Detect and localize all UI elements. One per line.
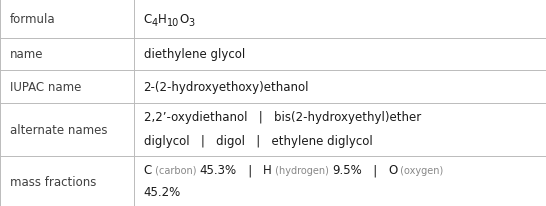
Text: O: O bbox=[388, 163, 397, 176]
Text: O: O bbox=[179, 13, 188, 26]
Text: C: C bbox=[144, 163, 152, 176]
Text: IUPAC name: IUPAC name bbox=[10, 80, 81, 93]
Text: C: C bbox=[144, 13, 152, 26]
Text: 45.2%: 45.2% bbox=[144, 185, 181, 198]
Text: name: name bbox=[10, 48, 43, 61]
Text: 2,2’-oxydiethanol   |   bis(2-hydroxyethyl)ether: 2,2’-oxydiethanol | bis(2-hydroxyethyl)e… bbox=[144, 111, 421, 124]
Text: diethylene glycol: diethylene glycol bbox=[144, 48, 245, 61]
Text: (carbon): (carbon) bbox=[152, 165, 199, 175]
Text: alternate names: alternate names bbox=[10, 123, 108, 136]
Text: 10: 10 bbox=[167, 18, 179, 28]
Text: formula: formula bbox=[10, 13, 56, 26]
Text: (hydrogen): (hydrogen) bbox=[272, 165, 332, 175]
Text: H: H bbox=[158, 13, 167, 26]
Text: 4: 4 bbox=[152, 18, 158, 28]
Text: 9.5%: 9.5% bbox=[332, 163, 361, 176]
Text: |: | bbox=[361, 163, 388, 176]
Text: 45.3%: 45.3% bbox=[199, 163, 236, 176]
Text: (oxygen): (oxygen) bbox=[397, 165, 443, 175]
Text: 3: 3 bbox=[188, 18, 194, 28]
Text: |: | bbox=[236, 163, 263, 176]
Text: 2-(2-hydroxyethoxy)ethanol: 2-(2-hydroxyethoxy)ethanol bbox=[144, 80, 309, 93]
Text: H: H bbox=[263, 163, 272, 176]
Text: diglycol   |   digol   |   ethylene diglycol: diglycol | digol | ethylene diglycol bbox=[144, 134, 372, 147]
Text: mass fractions: mass fractions bbox=[10, 175, 96, 188]
